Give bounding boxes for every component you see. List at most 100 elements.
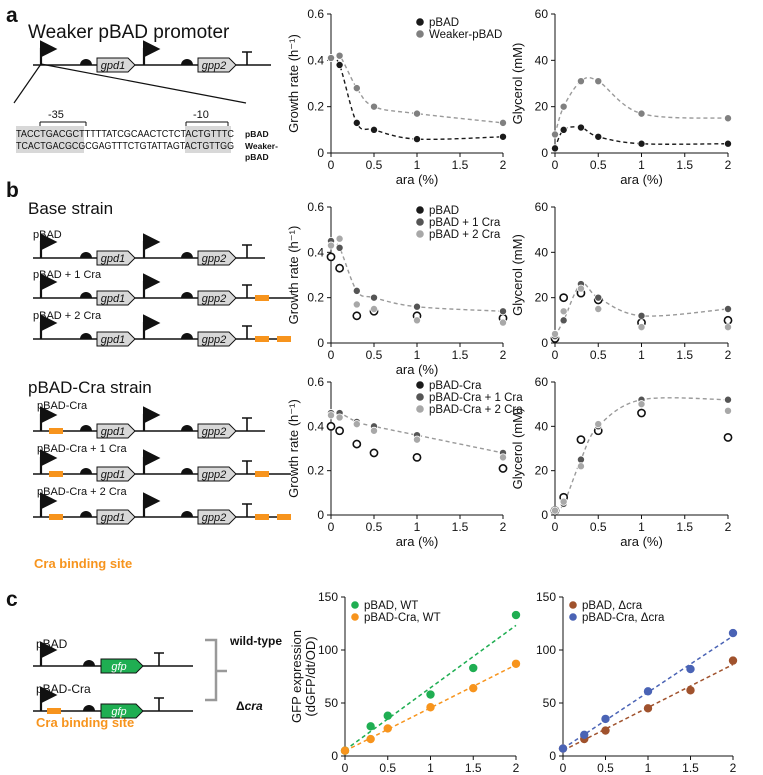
data-point xyxy=(637,109,646,118)
delta-cra-label: Δcra xyxy=(236,699,263,713)
chart-b-cra-growth: 0 0.5 1 1.5 2 0 0.2 0.4 0.6 ara (%) Growth rate (h… xyxy=(286,375,523,549)
x-tick-label: 2 xyxy=(725,348,732,362)
trend-line xyxy=(554,126,729,149)
terminator-icon xyxy=(242,417,252,431)
gene-arrow-icon xyxy=(197,423,237,439)
x-axis-label: ara (%) xyxy=(620,172,663,187)
data-point xyxy=(724,395,733,404)
construct-label: pBAD xyxy=(33,229,62,241)
trend-line xyxy=(554,76,729,135)
data-point xyxy=(594,132,603,141)
gene-arrow-icon xyxy=(100,658,144,674)
rbs-icon xyxy=(80,425,92,431)
construct-label: pBAD + 1 Cra xyxy=(33,269,102,281)
gene-label: gpd1 xyxy=(101,334,125,346)
y-tick-label: 40 xyxy=(535,245,549,259)
rbs-icon xyxy=(181,252,193,258)
data-point xyxy=(594,420,603,429)
panel-label-a: a xyxy=(6,4,18,27)
data-point xyxy=(511,610,521,620)
seq-label-pbad: pBAD xyxy=(245,129,269,139)
data-point xyxy=(335,234,344,243)
data-point xyxy=(335,263,344,273)
gene-label: gpd1 xyxy=(101,60,125,72)
data-point xyxy=(426,703,435,712)
x-axis-label: ara (%) xyxy=(396,534,439,549)
y-tick-label: 0 xyxy=(317,508,324,522)
data-point xyxy=(412,435,421,444)
cra-strain-title: pBAD-Cra strain xyxy=(28,378,152,397)
y-tick-label: 0.2 xyxy=(307,100,324,114)
x-tick-label: 2 xyxy=(725,158,732,172)
base-strain-title: Base strain xyxy=(28,199,113,218)
chart-c-wt: 00.511.52050100150ara (%)GFP expression(… xyxy=(289,590,521,775)
y-tick-label: 20 xyxy=(535,100,549,114)
legend-marker xyxy=(351,601,359,609)
legend-label: pBAD + 2 Cra xyxy=(429,229,501,241)
data-point xyxy=(369,125,378,134)
rbs-icon xyxy=(181,468,193,474)
promoter-arrow-icon xyxy=(39,641,58,666)
data-point xyxy=(426,690,435,699)
x-tick-label: 1.5 xyxy=(676,158,693,172)
y-axis-label: Glycerol (mM) xyxy=(510,408,525,490)
y-axis-label-line2: (dGFP/dt/OD) xyxy=(303,636,318,716)
y-tick-label: 0 xyxy=(549,749,556,763)
data-point xyxy=(728,628,738,638)
terminator-icon xyxy=(242,51,252,65)
data-point xyxy=(580,730,589,739)
y-tick-label: 150 xyxy=(536,590,556,604)
data-point xyxy=(335,60,344,69)
y-tick-label: 0.6 xyxy=(307,375,324,389)
panel-a-construct: gpd1 gpp2 xyxy=(33,40,271,73)
data-point xyxy=(352,118,361,127)
legend-marker xyxy=(416,393,424,401)
x-tick-label: 2 xyxy=(730,761,737,775)
x-tick-label: 1 xyxy=(427,761,434,775)
data-point xyxy=(498,118,507,127)
gene-arrow-icon xyxy=(100,703,144,719)
x-tick-label: 0.5 xyxy=(366,158,383,172)
cra-binding-site-icon xyxy=(49,514,63,520)
legend-label: Weaker-pBAD xyxy=(429,29,502,41)
data-point xyxy=(724,406,733,415)
data-point xyxy=(326,241,335,250)
y-tick-label: 0 xyxy=(541,146,548,160)
rbs-icon xyxy=(83,705,95,711)
cra-binding-site-icon xyxy=(277,336,291,342)
promoter-arrow-icon xyxy=(39,233,58,258)
wild-type-label: wild-type xyxy=(229,634,282,648)
y-tick-label: 50 xyxy=(543,696,557,710)
y-tick-label: 0.6 xyxy=(307,7,324,21)
x-tick-label: 1 xyxy=(638,520,645,534)
y-tick-label: 0 xyxy=(541,336,548,350)
x-tick-label: 0.5 xyxy=(590,520,607,534)
data-point xyxy=(412,316,421,325)
data-point xyxy=(686,664,695,674)
data-point xyxy=(335,413,344,422)
base-strain-constructs: pBAD gpd1 gpp2 pBAD + 1 Cra gpd1 gpp2 pBAD + 2… xyxy=(33,229,291,347)
data-point xyxy=(369,426,378,435)
data-point xyxy=(498,464,508,473)
legend-marker xyxy=(351,613,359,621)
data-point xyxy=(637,408,646,418)
y-tick-label: 0 xyxy=(317,146,324,160)
x-tick-label: 2 xyxy=(500,348,507,362)
legend-label: pBAD, Δcra xyxy=(582,600,643,612)
x-tick-label: 0.5 xyxy=(366,520,383,534)
x-tick-label: 1 xyxy=(645,761,652,775)
cra-binding-site-icon xyxy=(255,471,269,477)
promoter-arrow-icon xyxy=(39,40,58,65)
x-tick-label: 1 xyxy=(414,520,421,534)
gene-label: gpp2 xyxy=(202,334,226,346)
y-tick-label: 0 xyxy=(331,749,338,763)
promoter-arrow-icon xyxy=(39,406,58,431)
delta-cra-italic: cra xyxy=(245,699,263,713)
y-tick-label: 60 xyxy=(535,200,549,214)
x-tick-label: 0 xyxy=(328,348,335,362)
x-tick-label: 1.5 xyxy=(452,158,469,172)
y-tick-label: 60 xyxy=(535,7,549,21)
data-point xyxy=(601,726,610,735)
data-point xyxy=(724,114,733,123)
